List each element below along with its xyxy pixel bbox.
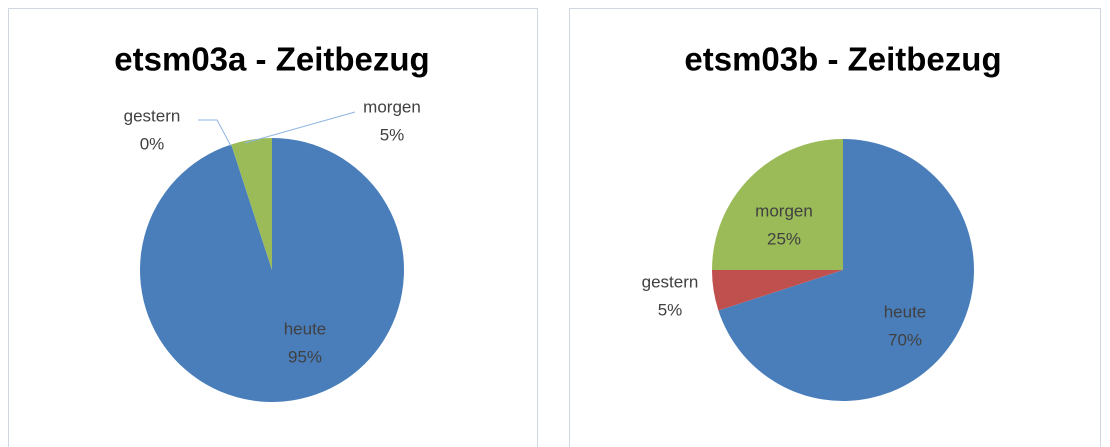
slice-value-label: 0% <box>140 134 165 153</box>
slice-value-label: 70% <box>888 330 922 349</box>
leader-line <box>198 119 232 147</box>
slice-label: heute <box>884 302 927 321</box>
slice-value-label: 95% <box>288 347 322 366</box>
pie-slice <box>718 139 975 401</box>
chart-title: etsm03b - Zeitbezug <box>684 41 1001 78</box>
slice-value-label: 25% <box>767 229 801 248</box>
slice-label: heute <box>284 319 327 338</box>
chart-title: etsm03a - Zeitbezug <box>114 41 429 78</box>
pie-slice <box>712 139 843 270</box>
leader-line <box>244 111 356 144</box>
slice-label: gestern <box>642 272 699 291</box>
slice-value-label: 5% <box>658 300 683 319</box>
slice-value-label: 5% <box>380 125 405 144</box>
slice-label: morgen <box>755 201 813 220</box>
pie-slice <box>712 270 843 311</box>
slice-label: morgen <box>363 97 421 116</box>
slice-label: gestern <box>124 106 181 125</box>
pie-slice <box>231 138 272 270</box>
